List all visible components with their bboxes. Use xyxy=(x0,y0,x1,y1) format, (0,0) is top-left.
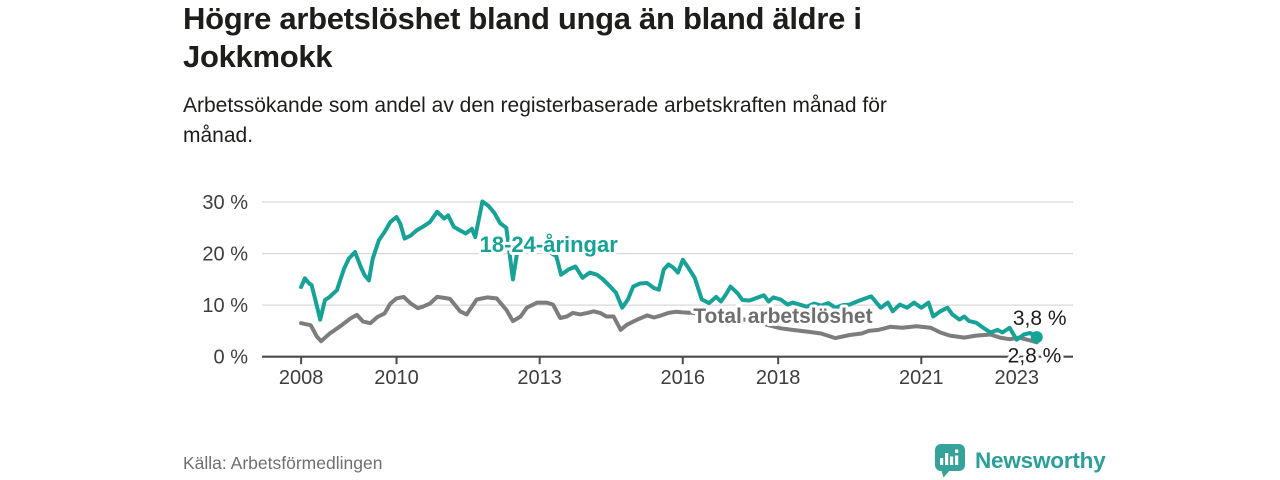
x-axis: 2008 2010 2013 2016 2018 2021 2023 xyxy=(262,355,1073,389)
gridlines xyxy=(262,201,1073,306)
x-axis-label: 2023 xyxy=(994,367,1039,389)
x-axis-label: 2013 xyxy=(517,367,562,389)
page-title: Högre arbetslöshet bland unga än bland ä… xyxy=(183,1,862,75)
newsworthy-logo: Newsworthy xyxy=(934,444,1106,478)
annotation-youth-label: 18-24-åringar xyxy=(480,232,619,257)
source-text: Källa: Arbetsförmedlingen xyxy=(183,453,383,473)
page-subtitle: Arbetssökande som andel av den registerb… xyxy=(183,94,887,148)
y-axis: 0 % 10 % 20 % 30 % xyxy=(202,192,248,369)
series-line-total xyxy=(299,294,1039,345)
y-axis-label: 20 % xyxy=(202,244,248,266)
annotation-youth-end-value: 3,8 % xyxy=(1013,307,1067,330)
newsworthy-bubble-barchart-icon xyxy=(935,444,965,478)
y-axis-label: 10 % xyxy=(202,295,248,317)
x-axis-label: 2016 xyxy=(661,367,706,389)
x-axis-label: 2021 xyxy=(899,367,944,389)
y-axis-label: 0 % xyxy=(214,347,249,369)
annotation-total-label: Total arbetslöshet xyxy=(693,305,872,328)
series-lines xyxy=(299,199,1039,345)
x-axis-label: 2008 xyxy=(279,367,324,389)
series-end-dot-youth xyxy=(1030,331,1043,344)
annotation-total-end-value: 2,8 % xyxy=(1008,344,1062,367)
brand-name: Newsworthy xyxy=(975,448,1106,473)
y-axis-label: 30 % xyxy=(202,192,248,214)
series-line-youth xyxy=(299,199,1039,342)
annotations: 18-24-åringar Total arbetslöshet 3,8 % 2,8 … xyxy=(477,229,1070,371)
x-axis-label: 2010 xyxy=(374,367,419,389)
x-axis-label: 2018 xyxy=(756,367,801,389)
